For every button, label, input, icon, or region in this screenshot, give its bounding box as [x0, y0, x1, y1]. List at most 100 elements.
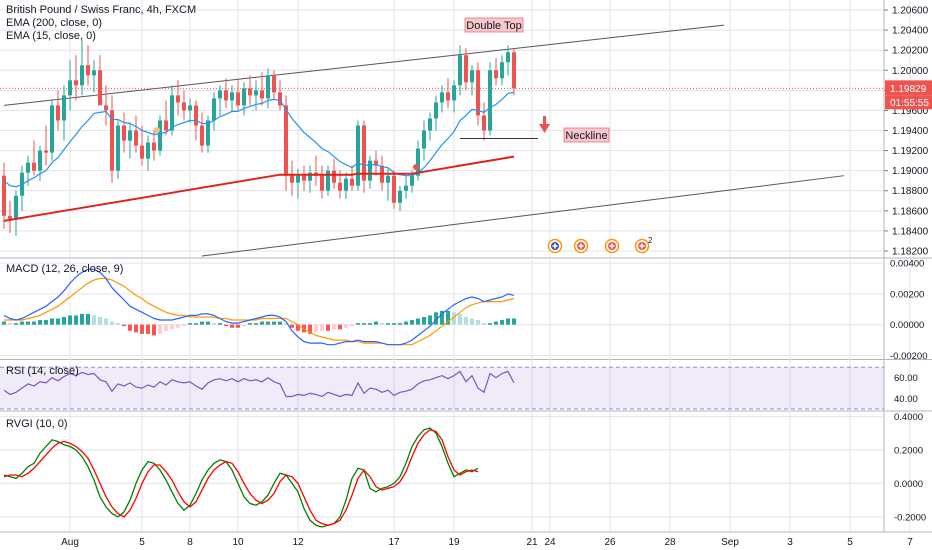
candle-body [338, 182, 342, 191]
macd-histogram-bar [116, 323, 120, 325]
macd-histogram-bar [80, 313, 84, 325]
candle-body [98, 70, 102, 106]
macd-line [3, 268, 515, 346]
x-tick-label: 12 [292, 537, 304, 548]
x-tick-label: 8 [187, 537, 193, 548]
macd-tick-label: 0.00400 [890, 259, 924, 270]
candle-body [158, 120, 162, 151]
candle-body [140, 145, 144, 159]
candle-body [56, 105, 60, 121]
symbol-legend[interactable]: British Pound / Swiss Franc, 4h, FXCM EM… [6, 4, 196, 43]
macd-histogram-bar [176, 324, 180, 328]
macd-legend[interactable]: MACD (12, 26, close, 9) [6, 263, 124, 275]
flag-ch-event-icon-cross-v [641, 243, 643, 249]
candle-body [266, 75, 270, 99]
x-tick-label: 5 [139, 537, 145, 548]
rvgi-tick-label: 0.2000 [894, 445, 923, 456]
candle-body [86, 65, 90, 76]
candle-body [278, 92, 282, 106]
rsi-legend[interactable]: RSI (14, close) [6, 365, 79, 377]
event-count-label: 2 [648, 236, 653, 245]
candle-body [182, 102, 186, 111]
candle-body [224, 90, 228, 101]
rsi-tick-label: 60.00 [894, 373, 918, 384]
rsi-pane[interactable] [0, 366, 884, 410]
candle-body [194, 105, 198, 126]
macd-histogram-bar [488, 323, 492, 325]
macd-histogram-bar [470, 318, 474, 325]
candle-body [8, 215, 12, 219]
candle-body [290, 175, 294, 183]
macd-pane[interactable] [2, 268, 516, 346]
candle-body [236, 92, 240, 106]
double-top-label-box [464, 17, 524, 33]
macd-histogram-bar [164, 324, 168, 331]
candle-body [320, 175, 324, 191]
macd-histogram-bar [446, 310, 450, 325]
x-tick-label: 21 [526, 537, 538, 548]
candle-body [38, 150, 42, 171]
candle-body [284, 105, 288, 176]
x-tick-label: 28 [664, 537, 676, 548]
candle-body [104, 105, 108, 111]
macd-histogram-bar [128, 324, 132, 331]
candle-body [494, 70, 498, 79]
flag-ch-event-icon [573, 238, 589, 254]
candle-body [332, 170, 336, 183]
neckline-label-text: Neckline [565, 130, 607, 142]
rvgi-legend[interactable]: RVGI (10, 0) [6, 418, 68, 430]
macd-histogram-bar [482, 323, 486, 325]
last-price-badge: 1.19829 01:55:55 [885, 80, 932, 110]
macd-histogram-bar [152, 324, 156, 336]
macd-histogram-bar [200, 321, 204, 325]
candle-body [50, 105, 54, 153]
candle-body [470, 70, 474, 83]
flag-ch-event-icon [634, 238, 650, 254]
x-tick-label: 26 [604, 537, 616, 548]
candle-body [218, 90, 222, 99]
x-tick-label: 7 [907, 537, 913, 548]
price-pane[interactable] [0, 24, 884, 257]
candle-body [32, 162, 36, 171]
candle-body [170, 95, 174, 131]
macd-histogram-bar [422, 316, 426, 325]
macd-histogram-bar [458, 313, 462, 325]
rvgi-line [3, 427, 479, 528]
candle-body [296, 175, 300, 183]
candle-body [230, 92, 234, 101]
candle-body [440, 92, 444, 103]
candle-body [344, 178, 348, 191]
macd-histogram-bar [398, 323, 402, 325]
neckline-label: Neckline [563, 127, 610, 143]
candle-body [452, 85, 456, 101]
macd-histogram-bar [500, 320, 504, 325]
macd-histogram-bar [440, 310, 444, 325]
macd-tick-label: -0.00200 [890, 351, 928, 362]
price-tick-label: 1.19400 [892, 126, 929, 137]
candle-body [200, 125, 204, 146]
macd-histogram-bar [272, 321, 276, 325]
macd-tick-label: 0.00200 [890, 289, 924, 300]
macd-histogram-bar [236, 324, 240, 328]
rsi-line [3, 370, 515, 398]
macd-histogram-bar [452, 312, 456, 325]
macd-histogram-bar [104, 318, 108, 325]
x-tick-label: Sep [721, 537, 739, 548]
macd-histogram-bar [140, 324, 144, 334]
macd-histogram-bar [278, 321, 282, 325]
macd-histogram-bar [110, 321, 114, 325]
candle-body [410, 175, 414, 186]
macd-histogram-bar [308, 324, 312, 334]
candle-body [476, 70, 480, 116]
macd-histogram-bar [92, 315, 96, 325]
ema15-legend: EMA (15, close, 0) [6, 30, 96, 42]
macd-histogram-bar [362, 323, 366, 325]
macd-histogram-bar [56, 318, 60, 325]
macd-tick-label: 0.00000 [890, 320, 924, 331]
price-tick-label: 1.19600 [892, 106, 929, 117]
channel-lower-line [201, 175, 845, 257]
candle-body [362, 125, 366, 181]
rvgi-pane[interactable] [3, 427, 479, 528]
axes: Aug 5 8 10 12 17 19 21 24 26 28 Sep 3 5 7 1.20600 1.2040… [61, 6, 932, 548]
